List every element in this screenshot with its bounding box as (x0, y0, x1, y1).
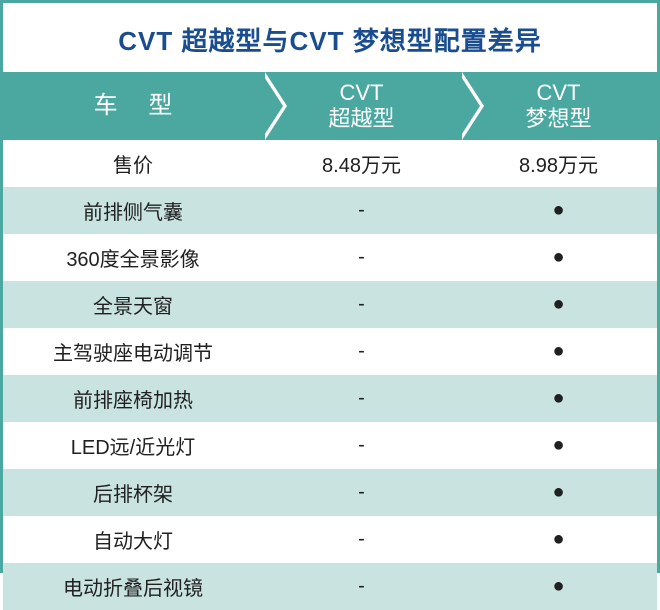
row-label: 360度全景影像 (3, 243, 263, 272)
table-row: 自动大灯-● (3, 516, 657, 563)
row-value-variant1: - (263, 481, 460, 504)
page-title: CVT 超越型与CVT 梦想型配置差异 (3, 3, 657, 72)
row-label: 自动大灯 (3, 525, 263, 554)
header-col-variant2-line2: 梦想型 (525, 106, 591, 132)
row-label: 后排杯架 (3, 478, 263, 507)
row-value-variant1: - (263, 528, 460, 551)
row-value-variant2: ● (460, 387, 657, 410)
row-label: LED远/近光灯 (3, 431, 263, 460)
row-value-variant2: ● (460, 199, 657, 222)
row-label: 售价 (3, 149, 263, 178)
row-label: 全景天窗 (3, 290, 263, 319)
table-row: 前排座椅加热-● (3, 375, 657, 422)
table-row: LED远/近光灯-● (3, 422, 657, 469)
row-value-variant2: ● (460, 434, 657, 457)
row-label: 主驾驶座电动调节 (3, 337, 263, 366)
row-value-variant1: - (263, 434, 460, 457)
header-col-variant2-line1: CVT (537, 80, 581, 106)
header-col-model-label: 车 型 (94, 92, 185, 121)
table-row: 全景天窗-● (3, 281, 657, 328)
table-row: 售价8.48万元8.98万元 (3, 140, 657, 187)
table-body: 售价8.48万元8.98万元前排侧气囊-●360度全景影像-●全景天窗-●主驾驶… (3, 140, 657, 610)
row-value-variant2: 8.98万元 (460, 149, 657, 178)
row-value-variant2: ● (460, 528, 657, 551)
row-value-variant1: - (263, 387, 460, 410)
row-value-variant2: ● (460, 340, 657, 363)
table-row: 主驾驶座电动调节-● (3, 328, 657, 375)
header-col-variant2: CVT 梦想型 (460, 72, 657, 140)
row-label: 前排侧气囊 (3, 196, 263, 225)
table-row: 360度全景影像-● (3, 234, 657, 281)
row-value-variant2: ● (460, 246, 657, 269)
row-value-variant1: - (263, 340, 460, 363)
table-row: 电动折叠后视镜-● (3, 563, 657, 610)
chevron-icon (458, 72, 480, 140)
header-col-variant1: CVT 超越型 (263, 72, 460, 140)
row-label: 前排座椅加热 (3, 384, 263, 413)
row-value-variant1: - (263, 246, 460, 269)
row-value-variant1: - (263, 199, 460, 222)
header-col-model: 车 型 (3, 72, 263, 140)
table-row: 后排杯架-● (3, 469, 657, 516)
chevron-icon (261, 72, 283, 140)
table-row: 前排侧气囊-● (3, 187, 657, 234)
row-value-variant2: ● (460, 481, 657, 504)
row-value-variant1: - (263, 293, 460, 316)
header-col-variant1-line1: CVT (340, 80, 384, 106)
row-label: 电动折叠后视镜 (3, 572, 263, 601)
row-value-variant2: ● (460, 575, 657, 598)
header-col-variant1-line2: 超越型 (328, 106, 394, 132)
row-value-variant1: 8.48万元 (263, 149, 460, 178)
row-value-variant1: - (263, 575, 460, 598)
table-header-row: 车 型 CVT 超越型 CVT 梦想型 (3, 72, 657, 140)
row-value-variant2: ● (460, 293, 657, 316)
